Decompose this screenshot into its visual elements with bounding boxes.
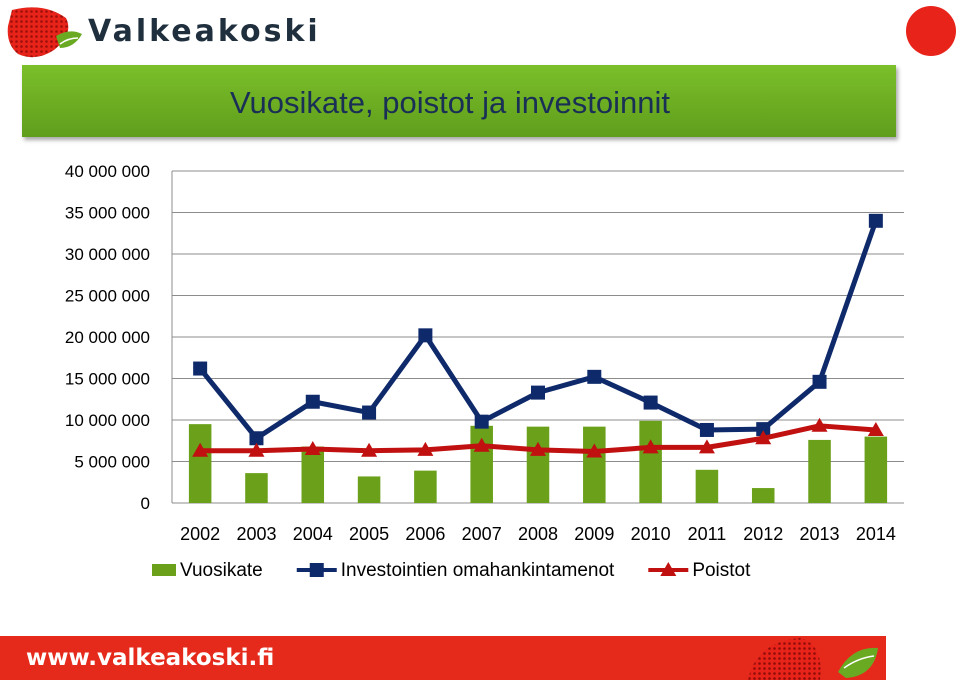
y-tick-label: 30 000 000	[65, 245, 150, 264]
x-tick-label: 2012	[743, 524, 783, 544]
bar-2010	[639, 420, 662, 503]
point-1-2006	[417, 441, 434, 456]
legend-marker-1	[309, 563, 324, 577]
point-0-2014	[868, 213, 883, 228]
y-tick-label: 35 000 000	[65, 204, 150, 223]
y-tick-label: 15 000 000	[65, 370, 150, 389]
red-dot-icon	[906, 6, 956, 56]
bar-2002	[188, 424, 212, 503]
bar-2013	[808, 439, 831, 503]
y-tick-label: 25 000 000	[65, 287, 150, 306]
footer-bar: www.valkeakoski.fi	[0, 636, 886, 680]
point-0-2010	[643, 395, 658, 410]
point-1-2008	[530, 441, 546, 456]
bar-2009	[583, 426, 606, 503]
legend-label-0: Vuosikate	[180, 560, 263, 581]
point-1-2004	[304, 441, 321, 456]
point-1-2011	[698, 439, 715, 454]
strawberry-leaf-logo-icon	[7, 7, 82, 58]
point-1-2012	[755, 430, 772, 445]
x-tick-label: 2006	[405, 524, 445, 544]
point-1-2010	[642, 439, 659, 454]
point-0-2013	[812, 374, 827, 389]
x-tick-label: 2005	[349, 524, 389, 544]
legend-swatch-0	[152, 564, 176, 576]
point-0-2008	[531, 385, 545, 400]
legend-marker-2	[660, 562, 677, 576]
chart-title: Vuosikate, poistot ja investoinnit	[230, 85, 670, 120]
legend-label-1: Investointien omahankintamenot	[341, 560, 615, 581]
x-tick-label: 2007	[462, 524, 502, 544]
bar-2012	[751, 488, 775, 503]
bar-2003	[245, 473, 268, 503]
point-1-2013	[811, 417, 828, 432]
point-1-2005	[361, 442, 378, 457]
title-banner: Vuosikate, poistot ja investoinnit	[22, 65, 896, 137]
point-0-2012	[756, 422, 771, 437]
point-0-2006	[418, 328, 433, 343]
chart: 0 5 000 000 10 000 000 15 000 000 20 000 000…	[65, 162, 904, 581]
bar-2014	[864, 436, 888, 503]
y-tick-label: 5 000 000	[74, 453, 150, 472]
point-0-2003	[249, 431, 264, 446]
point-0-2002	[193, 361, 208, 376]
x-tick-label: 2009	[574, 524, 614, 544]
bar-2008	[526, 426, 550, 503]
point-1-2014	[867, 421, 884, 436]
point-0-2007	[474, 414, 489, 429]
bar-2004	[301, 446, 325, 503]
x-tick-label: 2004	[293, 524, 333, 544]
x-tick-label: 2002	[180, 524, 220, 544]
point-0-2004	[305, 394, 320, 409]
bar-2007	[470, 425, 493, 503]
x-tick-label: 2003	[236, 524, 276, 544]
x-tick-label: 2011	[688, 524, 727, 544]
legend-label-2: Poistot	[692, 560, 751, 581]
point-1-2009	[586, 443, 603, 458]
bar-2006	[414, 470, 437, 503]
y-tick-label: 0	[141, 494, 150, 513]
x-tick-label: 2010	[631, 524, 671, 544]
bar-2011	[695, 469, 719, 503]
point-0-2005	[362, 405, 377, 420]
point-1-2007	[473, 437, 490, 452]
strawberry-leaf-footer-icon	[748, 638, 878, 680]
x-tick-label: 2014	[856, 524, 896, 544]
y-tick-label: 10 000 000	[65, 411, 150, 430]
footer-url[interactable]: www.valkeakoski.fi	[26, 645, 275, 671]
point-1-2003	[248, 442, 265, 457]
x-tick-label: 2013	[800, 524, 840, 544]
y-tick-label: 20 000 000	[65, 328, 150, 347]
y-tick-label: 40 000 000	[65, 162, 150, 181]
bar-2005	[357, 476, 381, 503]
brand-name: Valkeakoski	[88, 14, 321, 49]
x-tick-label: 2008	[518, 524, 558, 544]
point-0-2009	[587, 369, 602, 384]
series-line-0	[198, 219, 879, 441]
point-0-2011	[699, 422, 714, 437]
point-1-2002	[192, 442, 209, 457]
